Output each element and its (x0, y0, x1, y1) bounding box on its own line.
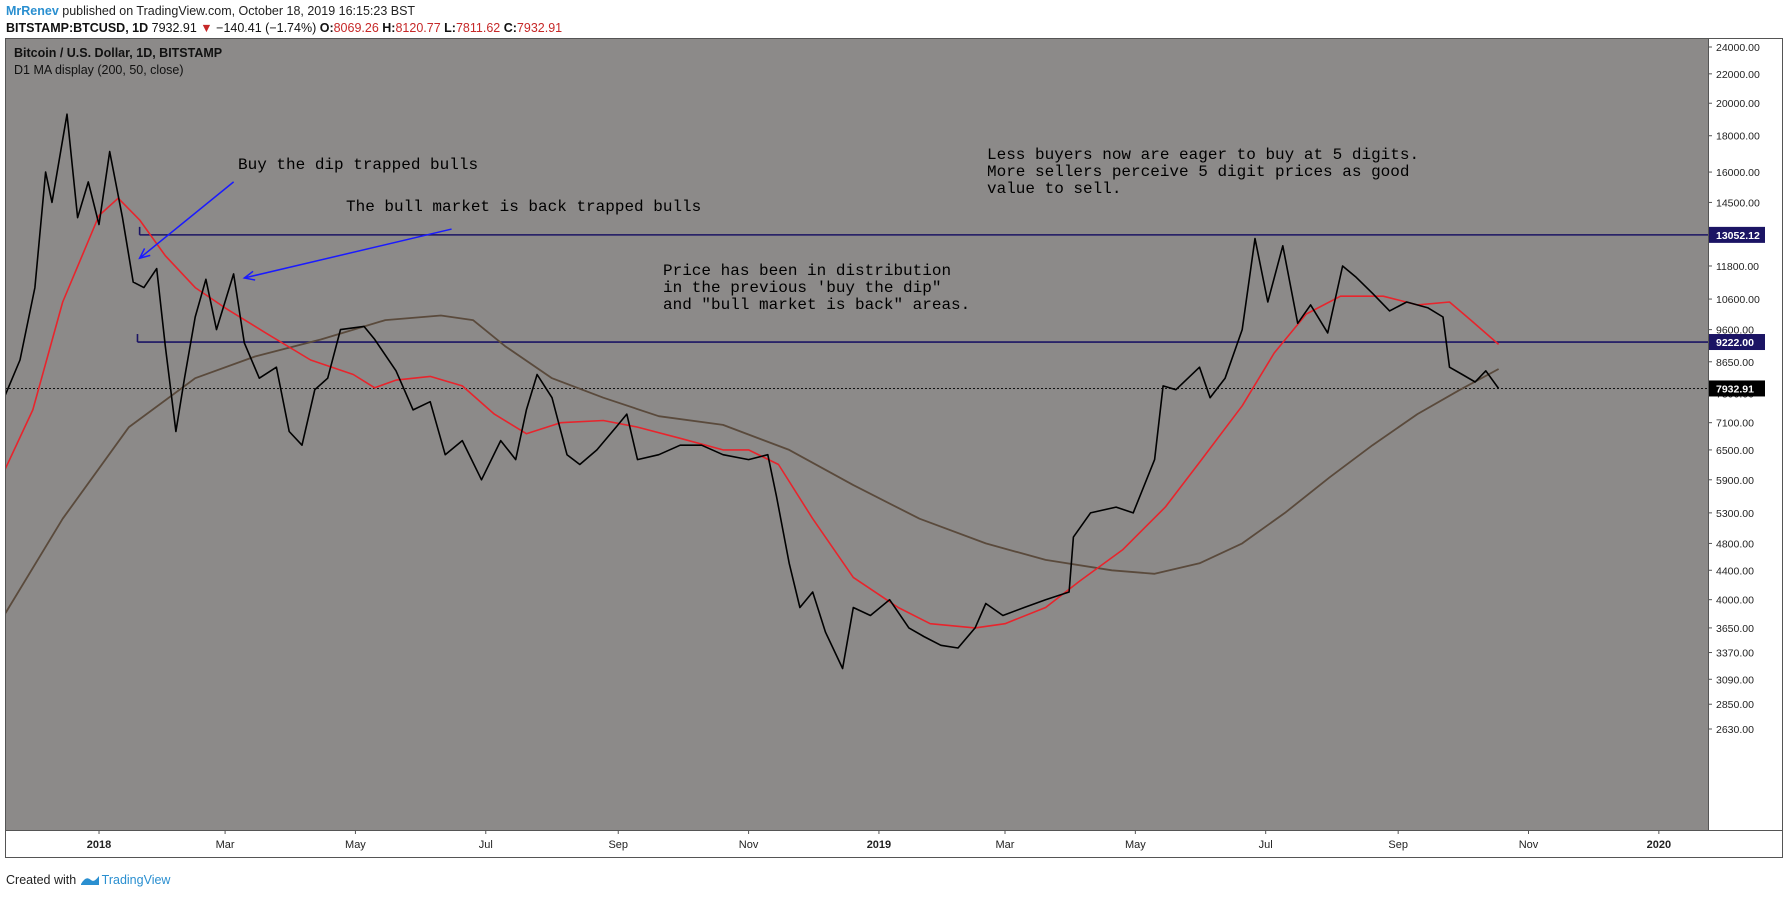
x-tick-label: Nov (739, 839, 759, 851)
y-tick-label: 3650.00 (1716, 623, 1754, 635)
low-value: 7811.62 (455, 21, 501, 35)
y-tick-label: 11800.00 (1716, 261, 1759, 273)
annotation-text[interactable]: More sellers perceive 5 digit prices as … (987, 163, 1409, 181)
x-tick-label: May (345, 839, 366, 851)
symbol-label: BITSTAMP:BTCUSD, 1D (6, 21, 149, 35)
low-label: L: (444, 21, 456, 35)
annotation-text[interactable]: Less buyers now are eager to buy at 5 di… (987, 146, 1419, 164)
high-label: H: (382, 21, 396, 35)
price-badge-resistance-13052 (1709, 226, 1765, 243)
y-tick-label: 16000.00 (1716, 167, 1760, 179)
y-tick-label: 4000.00 (1716, 595, 1754, 607)
footer: Created with TradingView (6, 873, 170, 887)
y-tick-label: 24000.00 (1716, 42, 1760, 54)
y-tick-label: 4800.00 (1716, 538, 1754, 550)
tradingview-logo-icon (80, 876, 99, 885)
annotation-text[interactable]: Price has been in distribution (663, 262, 951, 280)
price-badge-support-9222 (1709, 334, 1765, 351)
created-with-label: Created with (6, 873, 77, 887)
legend-title: Bitcoin / U.S. Dollar, 1D, BITSTAMP (14, 46, 222, 60)
y-tick-label: 9600.00 (1716, 325, 1754, 337)
last-price-value: 7932.91 (151, 21, 197, 35)
ma50-line[interactable] (4, 197, 1500, 629)
x-tick-label: May (1125, 839, 1146, 851)
y-tick-label: 3090.00 (1716, 674, 1754, 686)
x-tick-label: 2019 (867, 839, 891, 851)
symbol-info-bar: BITSTAMP:BTCUSD, 1D 7932.91 ▼ −140.41 (−… (6, 21, 562, 35)
x-tick-label: 2018 (87, 839, 111, 851)
down-triangle-icon: ▼ (200, 21, 213, 35)
y-tick-label: 10600.00 (1716, 294, 1760, 306)
price-change: −140.41 (−1.74%) (216, 21, 317, 35)
y-tick-label: 8650.00 (1716, 357, 1754, 369)
y-axis-background[interactable] (1708, 38, 1783, 830)
price-badge-label-support-9222: 9222.00 (1716, 337, 1754, 349)
ma200-line[interactable] (4, 314, 1500, 615)
open-label: O: (319, 21, 334, 35)
price-badge-label-resistance-13052: 13052.12 (1716, 230, 1760, 242)
annotation-text[interactable]: The bull market is back trapped bulls (346, 198, 701, 216)
arrow-bull-market[interactable] (244, 228, 452, 279)
y-tick-label: 20000.00 (1716, 98, 1760, 110)
y-tick-label: 4400.00 (1716, 565, 1754, 577)
annotation-text[interactable]: and "bull market is back" areas. (663, 296, 970, 314)
chart-frame (5, 38, 1783, 858)
high-value: 8120.77 (395, 21, 441, 35)
publish-text: published on TradingView.com, October 18… (62, 4, 416, 18)
y-tick-label: 7100.00 (1716, 418, 1754, 430)
publish-info: MrRenev published on TradingView.com, Oc… (6, 4, 415, 18)
y-tick-label: 5300.00 (1716, 508, 1754, 520)
x-tick-label: Mar (216, 839, 235, 851)
tradingview-link[interactable]: TradingView (101, 873, 171, 887)
close-label: C: (503, 21, 517, 35)
author-link[interactable]: MrRenev (6, 4, 59, 18)
price-chart[interactable]: Buy the dip trapped bulls The bull market… (4, 38, 1783, 886)
annotation-text[interactable]: value to sell. (987, 180, 1121, 198)
y-tick-label: 14500.00 (1716, 197, 1760, 209)
y-tick-label: 2850.00 (1716, 699, 1754, 711)
x-tick-label: Jul (479, 839, 493, 851)
price-badge-label-last-price: 7932.91 (1716, 383, 1754, 395)
x-tick-label: Sep (608, 839, 628, 851)
arrow-buy-the-dip-head (138, 248, 151, 260)
annotation-text[interactable]: in the previous 'buy the dip" (663, 279, 941, 297)
x-tick-label: Jul (1259, 839, 1273, 851)
y-tick-label: 22000.00 (1716, 69, 1760, 81)
legend-indicator: D1 MA display (200, 50, close) (14, 63, 184, 77)
arrow-buy-the-dip[interactable] (139, 181, 235, 259)
price-line[interactable] (4, 113, 1500, 670)
y-tick-label: 2630.00 (1716, 724, 1754, 736)
y-tick-label: 5900.00 (1716, 475, 1754, 487)
x-tick-label: Nov (1519, 839, 1539, 851)
plot-background[interactable] (5, 38, 1708, 830)
chart-container[interactable]: Buy the dip trapped bulls The bull market… (4, 38, 1783, 886)
annotation-text[interactable]: Buy the dip trapped bulls (238, 156, 478, 174)
y-tick-label: 18000.00 (1716, 131, 1760, 143)
open-value: 8069.26 (333, 21, 379, 35)
x-tick-label: Sep (1388, 839, 1408, 851)
y-tick-label: 3370.00 (1716, 648, 1754, 660)
arrow-bull-market-head (242, 270, 256, 281)
close-value: 7932.91 (516, 21, 563, 35)
x-tick-label: Mar (996, 839, 1015, 851)
x-tick-label: 2020 (1647, 839, 1671, 851)
y-tick-label: 6500.00 (1716, 445, 1754, 457)
price-badge-last-price (1709, 380, 1765, 397)
